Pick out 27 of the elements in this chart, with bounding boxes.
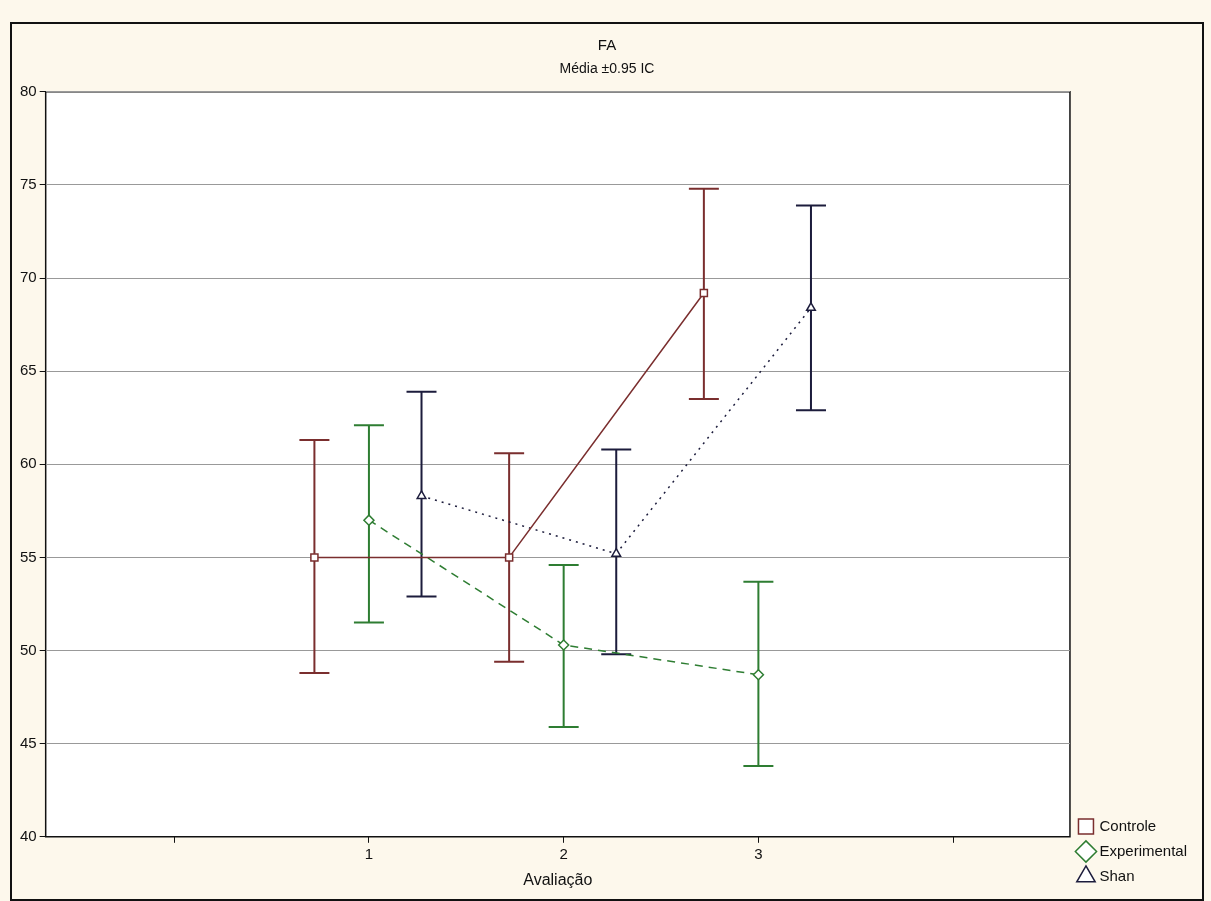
chart-title: FA — [597, 36, 617, 54]
y-tick-label: 40 — [20, 826, 37, 844]
legend-label: Experimental — [1099, 841, 1188, 859]
x-axis-title: Avaliação — [523, 870, 593, 888]
point — [611, 547, 622, 557]
legend-label: Shan — [1099, 866, 1135, 884]
y-tick-label: 70 — [20, 268, 37, 286]
y-tick-label: 80 — [20, 81, 37, 99]
y-tick-label: 65 — [20, 361, 37, 379]
point — [504, 553, 514, 562]
y-tick-label: 45 — [20, 733, 37, 751]
point — [557, 639, 570, 651]
y-tick-label: 60 — [20, 454, 37, 472]
x-tick-label: 1 — [364, 844, 374, 862]
point — [805, 302, 817, 312]
point — [699, 288, 709, 298]
y-tick-label: 50 — [20, 640, 37, 658]
legend-label: Controle — [1099, 816, 1157, 834]
chart-subtitle: Média ±0.95 IC — [559, 60, 655, 77]
point — [416, 490, 427, 500]
x-tick-label: 2 — [559, 844, 568, 862]
y-tick-label: 75 — [20, 175, 37, 193]
point — [363, 514, 375, 526]
point — [310, 553, 319, 562]
point — [752, 669, 765, 681]
x-tick-label: 3 — [754, 844, 763, 862]
y-tick-label: 55 — [20, 547, 37, 565]
